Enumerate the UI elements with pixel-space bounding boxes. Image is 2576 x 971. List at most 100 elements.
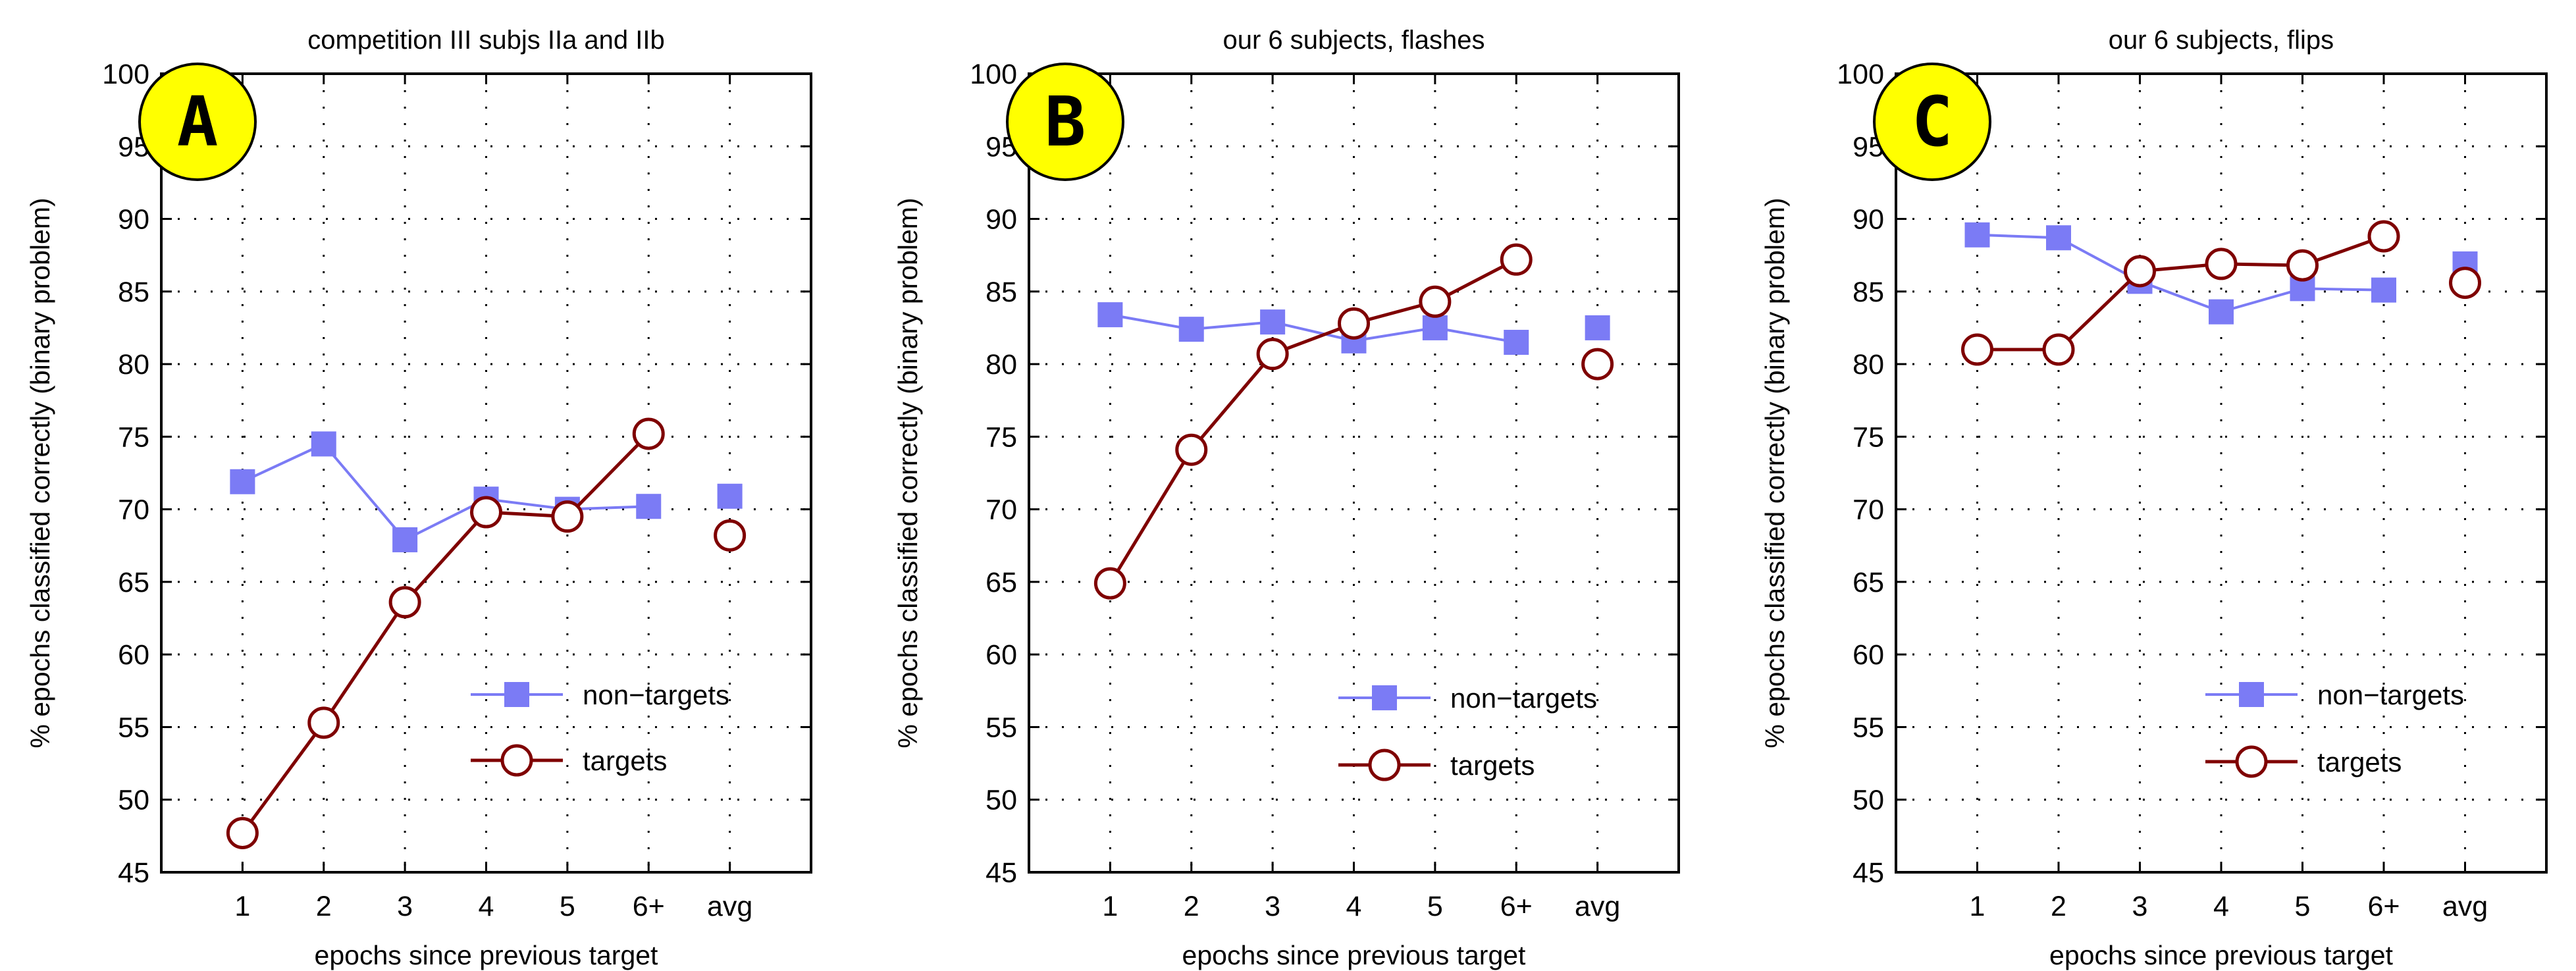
series-line (1110, 313, 1517, 344)
series-targets (1961, 220, 2481, 366)
avg-point-square (1585, 315, 1610, 340)
data-point-square (1422, 315, 1448, 340)
series-line (1109, 258, 1517, 585)
data-point-square (230, 469, 255, 494)
legend-label: non−targets (2317, 679, 2464, 710)
y-tick-label: 75 (1853, 421, 1884, 453)
legend-marker-circle (2235, 745, 2268, 778)
data-point-square (311, 431, 336, 457)
series-targets (226, 417, 747, 849)
data-point-circle (226, 816, 259, 849)
data-point-circle (2042, 333, 2075, 366)
x-tick-label: 1 (1970, 891, 1985, 922)
panel-badge-label: B (1045, 82, 1086, 162)
data-point-circle (470, 496, 502, 529)
plot-frame (1028, 72, 1680, 874)
avg-point-circle (2449, 267, 2481, 300)
legend-label: non−targets (583, 679, 729, 710)
data-point-circle (1500, 243, 1533, 276)
panel-badge-circle (138, 63, 257, 181)
legend-label: non−targets (1450, 683, 1597, 714)
y-tick-label: 70 (118, 494, 149, 526)
series-line (242, 442, 649, 542)
x-tick-label: 6+ (2367, 891, 2400, 922)
x-tick-label: avg (707, 891, 752, 922)
legend-marker-circle (500, 744, 533, 777)
x-tick-label: 3 (1265, 891, 1280, 922)
y-axis-label: % epochs classified correctly (binary pr… (25, 197, 55, 748)
data-point-circle (1093, 567, 1126, 600)
y-tick-label: 45 (986, 857, 1017, 889)
y-tick-label: 70 (986, 494, 1017, 526)
y-tick-label: 45 (1853, 857, 1884, 889)
y-tick-label: 85 (118, 276, 149, 308)
legend-marker-square (1372, 685, 1397, 710)
grid (1896, 74, 2546, 872)
legend: non−targets targets (2205, 679, 2464, 778)
y-tick-label: 55 (1853, 712, 1884, 743)
y-tick-label: 85 (986, 276, 1017, 308)
x-tick-label: 5 (1427, 891, 1443, 922)
x-tick-label: avg (1575, 891, 1620, 922)
y-tick-label: 55 (986, 712, 1017, 743)
series-targets (1093, 243, 1614, 600)
data-point-square (1504, 330, 1529, 355)
legend-marker-square (504, 682, 529, 707)
series-line (241, 433, 650, 834)
x-tick-label: 1 (234, 891, 250, 922)
x-tick-label: 1 (1102, 891, 1118, 922)
legend-label: targets (1450, 750, 1535, 781)
chart-title: competition III subjs IIa and IIb (307, 26, 665, 55)
plot-frame (1895, 72, 2548, 874)
panel-badge: A (138, 63, 257, 181)
data-point-circle (307, 706, 340, 739)
data-point-square (2371, 277, 2396, 303)
x-axis-label: epochs since previous target (2049, 940, 2394, 970)
y-tick-label: 75 (986, 421, 1017, 453)
x-axis-label: epochs since previous target (315, 940, 659, 970)
y-tick-label: 65 (986, 567, 1017, 598)
y-tick-label: 90 (118, 204, 149, 236)
x-tick-label: 3 (397, 891, 413, 922)
data-point-circle (388, 586, 421, 619)
legend: non−targets targets (1338, 683, 1597, 781)
data-point-circle (1419, 285, 1452, 318)
chart-title: our 6 subjects, flips (2109, 26, 2334, 55)
avg-point-square (717, 483, 743, 509)
x-tick-label: 5 (2295, 891, 2311, 922)
y-tick-label: 100 (1837, 59, 1884, 90)
legend: non−targets targets (471, 679, 729, 777)
data-point-circle (2367, 220, 2400, 253)
x-tick-label: 6+ (1500, 891, 1533, 922)
series-line (1977, 233, 2384, 313)
y-axis-label: % epochs classified correctly (binary pr… (1760, 197, 1790, 748)
panel-badge-label: A (177, 82, 219, 162)
grid (161, 74, 811, 872)
y-tick-label: 55 (118, 712, 149, 743)
data-point-square (392, 527, 418, 552)
data-point-square (1097, 302, 1123, 328)
x-tick-label: 2 (1184, 891, 1199, 922)
y-tick-label: 50 (118, 785, 149, 816)
x-tick-label: 5 (560, 891, 575, 922)
series-line (1977, 234, 2384, 352)
legend-marker-circle (1368, 748, 1401, 781)
y-tick-label: 70 (1853, 494, 1884, 526)
panel-badge-circle (1873, 63, 1991, 181)
data-point-circle (1175, 433, 1208, 466)
y-tick-label: 65 (1853, 567, 1884, 598)
data-point-square (1964, 222, 1990, 248)
legend-marker-square (2239, 682, 2264, 707)
panel-badge-circle (1006, 63, 1124, 181)
x-tick-label: avg (2442, 891, 2488, 922)
chart-title: our 6 subjects, flashes (1223, 26, 1485, 55)
data-point-circle (632, 417, 665, 450)
y-tick-label: 90 (1853, 204, 1884, 236)
y-tick-label: 50 (986, 785, 1017, 816)
y-tick-label: 60 (118, 639, 149, 671)
y-tick-label: 75 (118, 421, 149, 453)
x-tick-label: 2 (316, 891, 332, 922)
y-tick-label: 60 (1853, 639, 1884, 671)
